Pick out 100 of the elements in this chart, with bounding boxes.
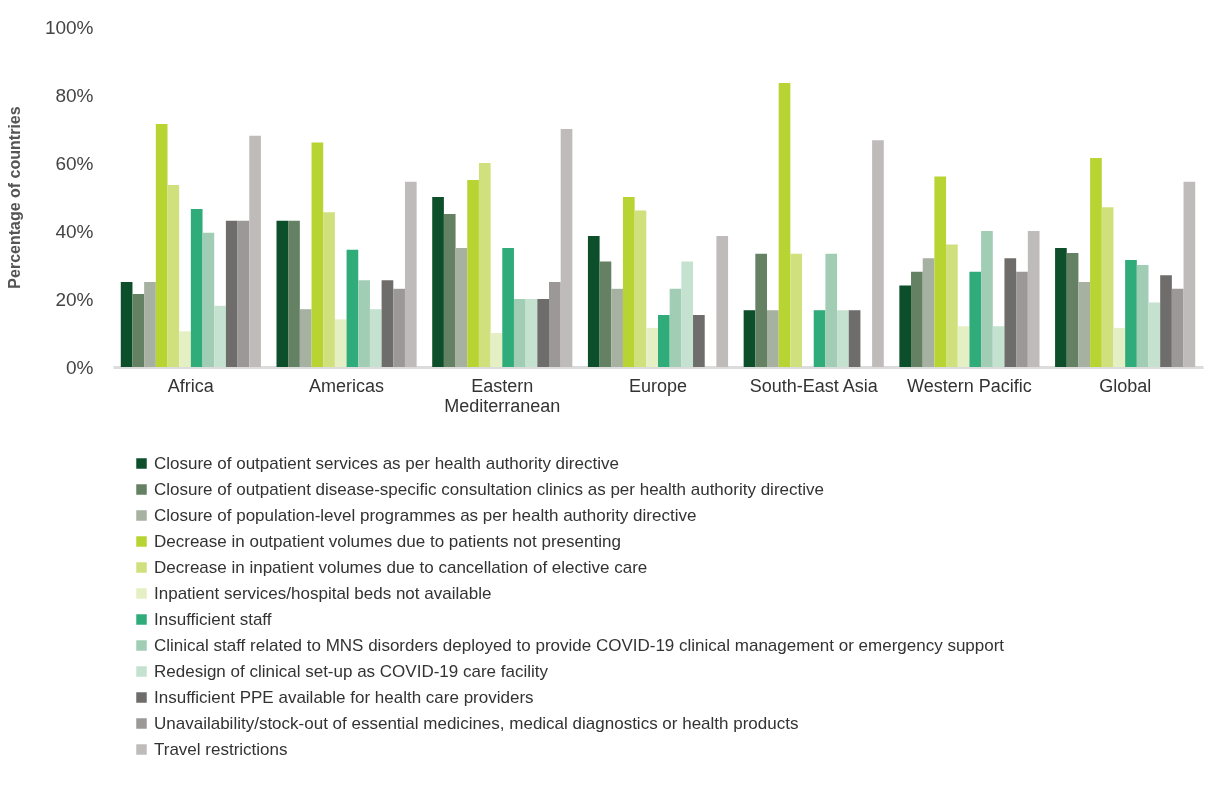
legend-label: Closure of population-level programmes as per health authority directive	[154, 505, 697, 525]
bar	[525, 299, 538, 367]
bar	[179, 331, 191, 367]
x-tick-label: Western Pacific	[907, 375, 1032, 396]
bar	[202, 232, 215, 367]
bar	[611, 288, 623, 367]
bar	[1027, 231, 1040, 367]
bar	[467, 180, 479, 367]
bar	[155, 123, 168, 367]
bar	[1101, 207, 1114, 367]
legend-label: Inpatient services/hospital beds not available	[154, 583, 492, 603]
bar	[1171, 288, 1184, 367]
bar	[404, 181, 417, 367]
bar	[132, 293, 145, 367]
bar	[1004, 258, 1017, 367]
legend-label: Closure of outpatient services as per health authority directive	[154, 453, 619, 473]
y-tick-label: 60%	[55, 152, 94, 174]
bar	[957, 326, 970, 367]
bar	[334, 319, 347, 367]
bar	[144, 282, 156, 367]
bar	[1125, 259, 1137, 367]
y-tick-label: 40%	[55, 220, 94, 242]
bar	[1055, 248, 1067, 367]
bar	[969, 271, 982, 367]
bar	[934, 176, 947, 367]
bar	[346, 249, 359, 367]
bar	[669, 288, 682, 367]
bar	[911, 271, 923, 367]
y-tick-label: 80%	[55, 84, 94, 106]
bar	[1078, 282, 1091, 367]
bar	[490, 333, 503, 367]
legend-label: Insufficient PPE available for health care providers	[154, 687, 534, 707]
bar	[549, 282, 561, 367]
bar	[432, 197, 444, 367]
bar	[513, 299, 526, 367]
bar	[1090, 157, 1102, 367]
bar	[358, 280, 370, 367]
bar	[813, 310, 826, 367]
bar	[634, 210, 647, 367]
bar	[311, 142, 324, 367]
x-tick-label: Eastern Mediterranean	[444, 375, 561, 416]
bar	[693, 314, 705, 367]
bar	[946, 244, 958, 367]
bar	[716, 236, 729, 367]
bar	[190, 208, 203, 367]
bar	[1113, 327, 1126, 367]
bar	[237, 220, 250, 367]
bar	[1066, 253, 1079, 367]
y-tick-label: 0%	[66, 356, 94, 378]
y-tick-label: 100%	[44, 16, 94, 38]
bar	[443, 214, 456, 367]
bar	[1160, 275, 1172, 367]
bar	[767, 310, 779, 367]
bar	[837, 310, 849, 367]
bar	[478, 163, 491, 367]
bar	[658, 314, 670, 367]
bar	[599, 261, 612, 367]
bar	[992, 326, 1005, 367]
bar	[922, 258, 935, 367]
bar	[587, 236, 600, 367]
legend-label: Insufficient staff	[154, 609, 272, 629]
x-tick-label: South-East Asia	[749, 375, 879, 396]
bar	[276, 220, 289, 367]
x-tick-label: Americas	[309, 375, 385, 396]
bar	[899, 285, 912, 367]
bar	[646, 327, 658, 367]
bar	[299, 309, 312, 367]
legend-label: Closure of outpatient disease-specific consultation clinics as per health authority directive	[154, 479, 824, 499]
legend-label: Unavailability/stock-out of essential medicines, medical diagnostics or health products	[154, 713, 799, 733]
x-tick-label: Europe	[628, 375, 688, 396]
bar	[1148, 302, 1161, 367]
x-tick-label: Africa	[167, 375, 215, 396]
bar	[120, 282, 133, 367]
bar	[167, 185, 180, 367]
bar	[778, 83, 791, 367]
bar	[981, 231, 993, 367]
bar	[872, 140, 884, 367]
bar	[790, 253, 803, 367]
bar	[1183, 181, 1196, 367]
bar	[1016, 271, 1028, 367]
legend-label: Clinical staff related to MNS disorders deployed to provide COVID-19 clinical management or emergency support	[154, 635, 1005, 655]
bar	[249, 135, 261, 367]
bar	[288, 220, 300, 367]
bar	[455, 248, 468, 367]
bar	[323, 212, 335, 367]
y-tick-label: 20%	[55, 288, 94, 310]
bar	[755, 253, 767, 367]
bar	[502, 248, 514, 367]
bar	[381, 280, 394, 367]
bar	[537, 299, 549, 367]
bar	[825, 253, 838, 367]
legend-label: Redesign of clinical set-up as COVID-19 care facility	[154, 661, 549, 681]
bar	[743, 310, 756, 367]
bar	[225, 220, 238, 367]
bar	[393, 288, 405, 367]
bar	[369, 309, 382, 367]
bar	[1136, 265, 1149, 367]
legend-label: Decrease in inpatient volumes due to cancellation of elective care	[154, 557, 648, 577]
bar	[848, 310, 861, 367]
bar	[214, 305, 226, 367]
